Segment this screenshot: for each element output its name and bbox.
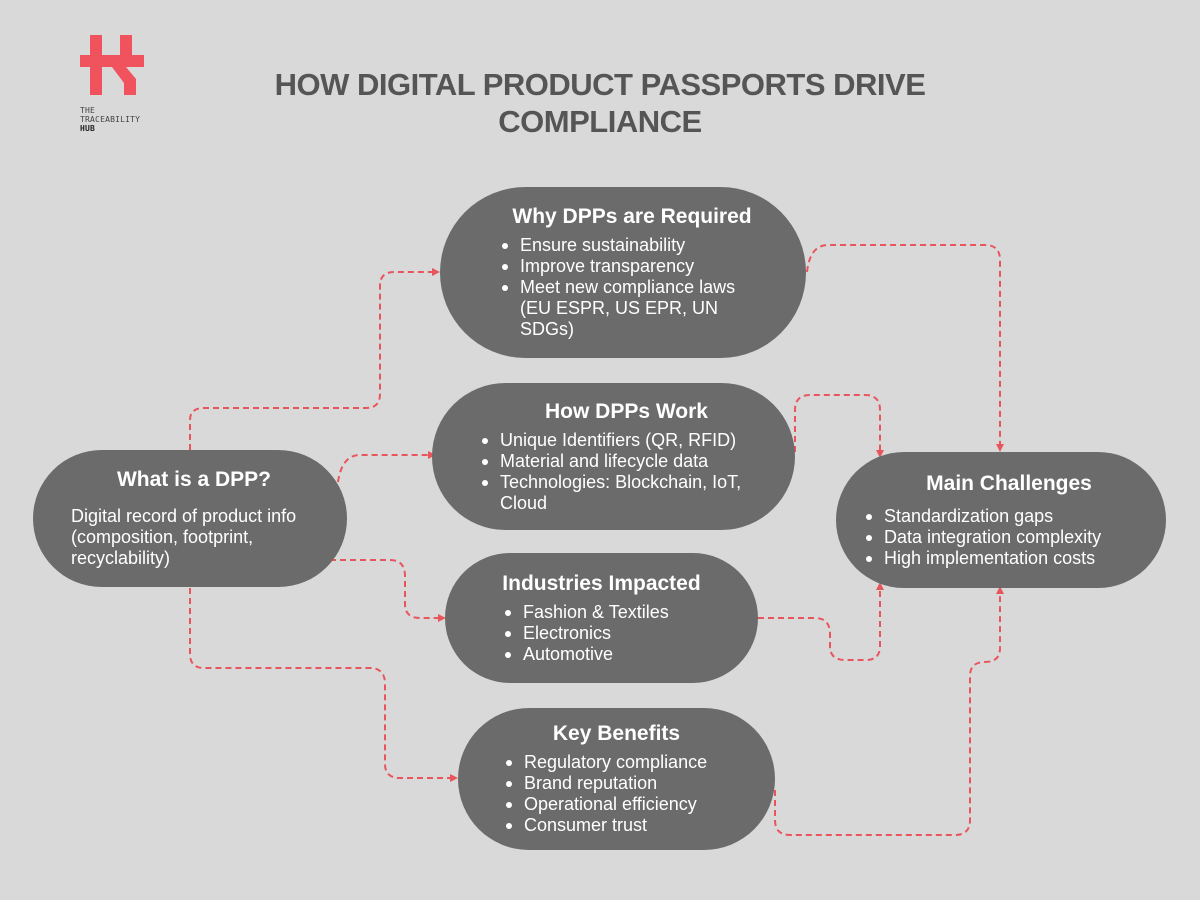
list-item: Improve transparency [498, 256, 766, 277]
node-industries-impacted: Industries Impacted Fashion & Textiles E… [445, 553, 758, 683]
node-text: Digital record of product info (composit… [71, 506, 297, 568]
connector-industries-to-challenges [758, 582, 884, 661]
list-item: Data integration complexity [862, 527, 1156, 548]
logo-text: THE TRACEABILITY HUB [80, 106, 160, 133]
list-item: Operational efficiency [502, 794, 755, 815]
list-item: Fashion & Textiles [501, 602, 738, 623]
list-item: Consumer trust [502, 815, 755, 836]
logo-line: HUB [80, 124, 96, 133]
list-item: High implementation costs [862, 548, 1156, 569]
connector-how-to-challenges [794, 394, 884, 458]
connector-why-to-challenges [806, 244, 1004, 452]
list-item: Brand reputation [502, 773, 755, 794]
node-title: Main Challenges [926, 471, 1092, 495]
connector-what-to-benefits [189, 588, 458, 782]
list-item: Ensure sustainability [498, 235, 766, 256]
logo-line: TRACEABILITY [80, 115, 141, 124]
node-why-dpps-required: Why DPPs are Required Ensure sustainabil… [440, 187, 806, 358]
list-item: Standardization gaps [862, 506, 1156, 527]
node-title: What is a DPP? [116, 468, 272, 491]
list-item: Material and lifecycle data [478, 451, 775, 472]
node-how-dpps-work: How DPPs Work Unique Identifiers (QR, RF… [432, 383, 795, 530]
list-item: Technologies: Blockchain, IoT, Cloud [478, 472, 775, 514]
connector-what-to-industries [330, 559, 446, 622]
node-title: Why DPPs are Required [512, 205, 752, 228]
list-item: Automotive [501, 644, 738, 665]
list-item: Regulatory compliance [502, 752, 755, 773]
list-item: Meet new compliance laws (EU ESPR, US EP… [498, 277, 766, 340]
connector-what-to-why [189, 268, 440, 450]
node-title: Key Benefits [552, 722, 681, 745]
node-title: How DPPs Work [545, 399, 708, 423]
logo-line: THE [80, 106, 96, 115]
logo: THE TRACEABILITY HUB [80, 35, 160, 133]
traceability-hub-logo-icon [80, 35, 144, 95]
node-title: Industries Impacted [502, 571, 701, 595]
node-what-is-dpp: What is a DPP? Digital record of product… [33, 450, 347, 587]
connector-benefits-to-challenges [774, 586, 1004, 836]
list-item: Electronics [501, 623, 738, 644]
connector-what-to-how [337, 451, 436, 483]
page-title: HOW DIGITAL PRODUCT PASSPORTS DRIVE COMP… [274, 67, 926, 139]
list-item: Unique Identifiers (QR, RFID) [478, 430, 775, 451]
node-key-benefits: Key Benefits Regulatory compliance Brand… [458, 708, 775, 850]
node-main-challenges: Main Challenges Standardization gaps Dat… [836, 452, 1166, 588]
